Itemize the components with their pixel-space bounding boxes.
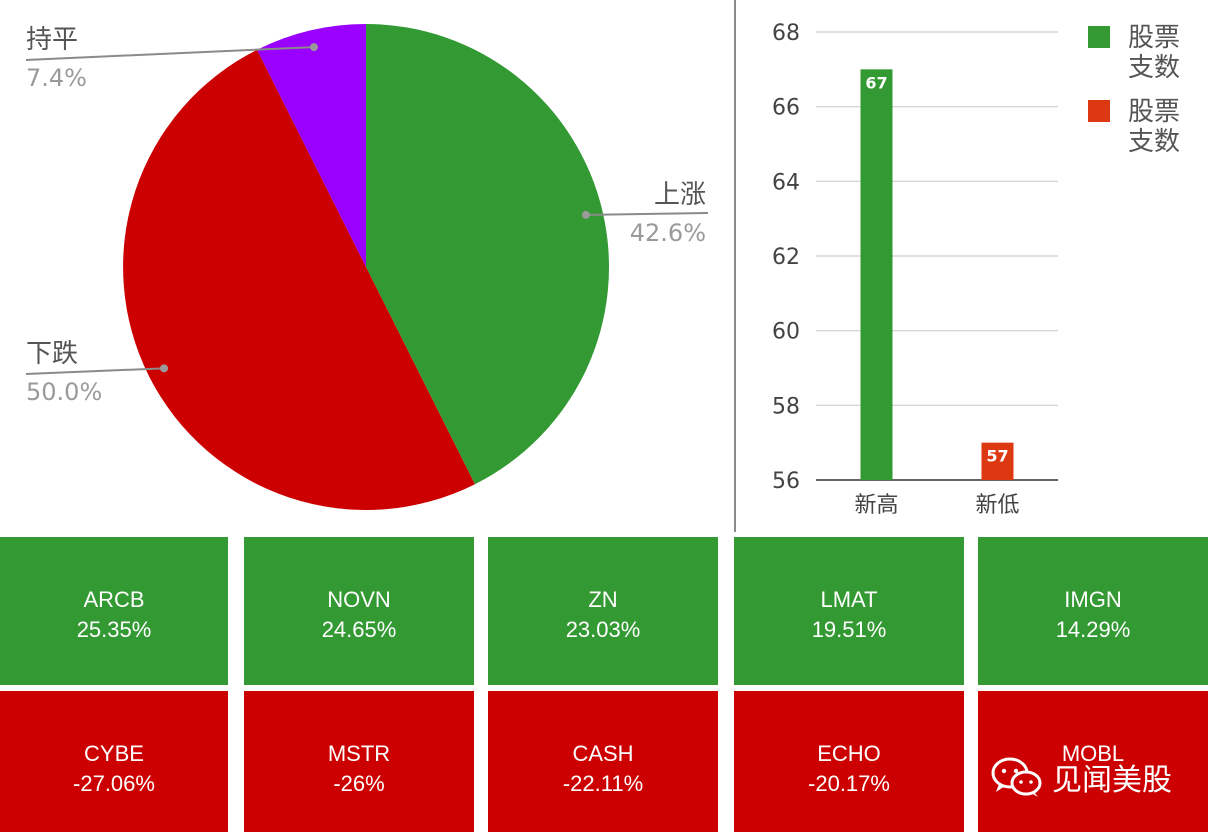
tile-change: -22.11%	[562, 771, 644, 796]
bar	[981, 442, 1014, 480]
pie-slice-value: 50.0%	[26, 378, 102, 406]
pie-leader-dot	[160, 364, 169, 373]
y-tick-label: 58	[772, 394, 800, 419]
y-tick-label: 64	[772, 170, 800, 195]
tile-symbol: ECHO	[817, 741, 881, 766]
bar-data-label: 57	[986, 447, 1008, 466]
pie-slice-value: 42.6%	[630, 219, 706, 247]
panel-divider	[734, 0, 736, 532]
tile-symbol: ARCB	[83, 587, 145, 612]
pie-leader-line	[25, 367, 165, 375]
stock-tile: MSTR -26%	[244, 691, 474, 832]
legend-swatch	[1088, 100, 1110, 122]
pie-chart: 上涨 42.6% 下跌 50.0% 持平 7.4%	[25, 24, 709, 510]
legend-label: 股票支数	[1128, 23, 1180, 83]
pie-slice	[123, 49, 475, 510]
stock-tile: ECHO -20.17%	[734, 691, 964, 832]
bar-chart-panel: 56 58 60 62 64 66 68 67 新高 57 新低 股票支数 股票支数	[736, 0, 1208, 532]
stock-tile: NOVN 24.65%	[244, 537, 474, 685]
tile-symbol: CYBE	[84, 741, 144, 766]
y-tick-label: 62	[772, 245, 800, 270]
watermark: 见闻美股	[990, 752, 1172, 802]
tile-change: 25.35%	[76, 617, 152, 642]
tile-change: 19.51%	[811, 617, 887, 642]
pie-slice-label: 上涨	[654, 180, 706, 210]
pie-slice-value: 7.4%	[26, 64, 87, 92]
y-tick-label: 60	[772, 320, 800, 345]
stock-tile: ARCB 25.35%	[0, 537, 228, 685]
tile-change: -27.06%	[73, 771, 155, 796]
tile-symbol: LMAT	[820, 587, 878, 612]
tile-change: 24.65%	[321, 617, 397, 642]
pie-slice-label: 下跌	[26, 339, 78, 369]
tile-symbol: CASH	[572, 741, 634, 766]
y-tick-label: 66	[772, 96, 800, 121]
y-tick-label: 56	[772, 469, 800, 494]
tile-change: -20.17%	[808, 771, 890, 796]
pie-slice	[366, 24, 609, 485]
pie-slice	[257, 24, 366, 267]
tile-symbol: NOVN	[327, 587, 391, 612]
tile-change: -26%	[333, 771, 385, 796]
y-tick-label: 68	[772, 21, 800, 46]
pie-leader-line	[585, 212, 709, 216]
tile-change: 14.29%	[1055, 617, 1131, 642]
x-category-label: 新低	[975, 493, 1019, 518]
tile-change: 23.03%	[565, 617, 641, 642]
tile-symbol: MOBL	[1061, 741, 1125, 766]
watermark-text: 见闻美股	[1052, 763, 1172, 798]
stock-tile: CASH -22.11%	[488, 691, 718, 832]
stock-tile: IMGN 14.29%	[978, 537, 1208, 685]
stock-tile: ZN 23.03%	[488, 537, 718, 685]
x-category-label: 新高	[854, 493, 898, 518]
tile-symbol: MSTR	[327, 741, 391, 766]
pie-leader-dot	[581, 210, 590, 219]
legend-label: 股票支数	[1128, 97, 1180, 157]
tile-symbol: IMGN	[1064, 587, 1122, 612]
pie-leader-line	[25, 46, 314, 61]
pie-chart-panel: 上涨 42.6% 下跌 50.0% 持平 7.4%	[0, 0, 734, 532]
tile-symbol: ZN	[588, 587, 618, 612]
stock-tile: CYBE -27.06%	[0, 691, 228, 832]
bar	[860, 69, 893, 480]
wechat-icon	[991, 757, 1042, 797]
stock-tile: LMAT 19.51%	[734, 537, 964, 685]
legend-swatch	[1088, 26, 1110, 48]
stock-tiles: ARCB 25.35% NOVN 24.65% ZN 23.03% LMAT 19.51% IM…	[0, 537, 1208, 832]
bar-data-label: 67	[865, 73, 887, 92]
pie-leader-dot	[309, 43, 318, 52]
pie-slice-label: 持平	[26, 25, 78, 55]
